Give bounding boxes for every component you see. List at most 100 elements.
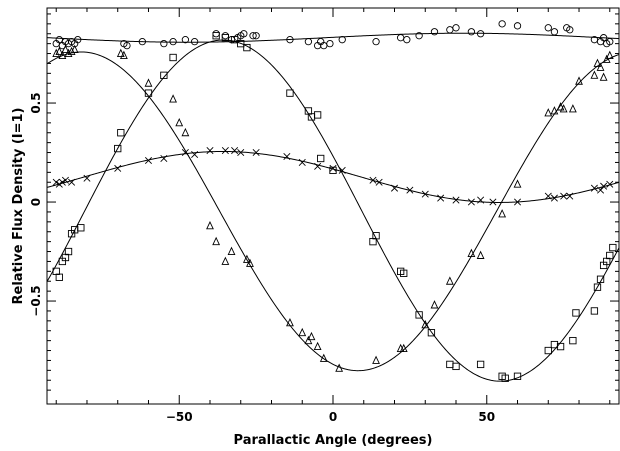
data-point-circle [372, 38, 380, 46]
data-point-square [572, 309, 580, 317]
data-point-cross [298, 158, 306, 166]
data-point-cross [144, 156, 153, 164]
data-point-square [221, 34, 230, 42]
data-point-triangle [175, 117, 184, 127]
data-point-triangle [575, 76, 583, 85]
x-axis-label: Parallactic Angle (degrees) [234, 433, 433, 448]
data-markers [52, 20, 617, 382]
data-point-cross [550, 194, 558, 202]
data-point-triangle [476, 250, 485, 259]
data-point-circle [252, 32, 260, 40]
data-point-circle [513, 22, 522, 30]
data-point-cross [231, 147, 239, 155]
data-point-cross [606, 180, 614, 188]
data-point-square [64, 247, 73, 256]
data-point-cross [489, 198, 497, 206]
data-point-triangle [605, 50, 614, 59]
x-tick-label: −50 [166, 410, 193, 424]
data-point-square [476, 360, 485, 369]
fit-curve-cross [46, 150, 620, 203]
data-point-square [513, 372, 522, 380]
data-point-circle [286, 36, 294, 44]
data-point-circle [476, 30, 485, 38]
data-point-square [609, 243, 617, 252]
data-point-triangle [467, 248, 476, 257]
data-point-triangle [590, 70, 599, 79]
data-point-triangle [596, 62, 605, 71]
data-point-triangle [58, 50, 67, 59]
data-point-square [593, 283, 602, 291]
y-tick-label: −0.5 [29, 285, 43, 316]
data-point-triangle [116, 48, 125, 57]
data-point-triangle [61, 44, 70, 54]
data-point-cross [421, 190, 429, 198]
data-point-cross [160, 154, 168, 162]
data-point-triangle [335, 363, 344, 372]
data-point-cross [600, 182, 608, 190]
data-point-cross [114, 164, 122, 172]
data-point-circle [550, 28, 559, 36]
data-point-cross [206, 147, 214, 155]
data-point-cross [181, 149, 189, 157]
data-point-circle [74, 36, 82, 44]
data-point-cross [590, 184, 598, 192]
data-point-triangle [169, 94, 177, 103]
data-point-circle [467, 28, 476, 36]
data-point-circle [190, 38, 199, 46]
data-point-cross [55, 180, 63, 188]
data-point-triangle [559, 104, 568, 113]
data-point-square [313, 111, 322, 119]
data-point-circle [397, 34, 405, 42]
data-point-circle [403, 36, 411, 44]
data-point-circle [123, 41, 131, 50]
data-point-cross [329, 164, 337, 172]
data-point-cross [390, 184, 399, 192]
x-tick-label: 0 [329, 410, 337, 424]
fit-curve-triangle [46, 51, 620, 372]
data-point-cross [52, 178, 60, 186]
data-point-square [317, 154, 325, 163]
data-point-triangle [119, 50, 128, 59]
data-point-square [415, 311, 423, 319]
data-point-circle [138, 38, 146, 46]
data-point-cross [437, 194, 445, 202]
data-point-cross [467, 198, 475, 206]
data-point-square [144, 89, 153, 97]
data-point-triangle [513, 179, 522, 188]
data-point-cross [252, 149, 260, 157]
data-point-circle [544, 24, 552, 32]
data-point-circle [160, 39, 168, 48]
data-point-square [169, 53, 177, 62]
data-point-triangle [550, 106, 559, 115]
data-point-cross [338, 166, 346, 174]
data-point-triangle [246, 258, 254, 267]
data-point-circle [446, 26, 454, 34]
data-point-circle [415, 32, 423, 40]
data-point-square [501, 374, 509, 382]
data-point-triangle [568, 104, 577, 113]
data-point-circle [452, 24, 460, 32]
data-point-cross [61, 176, 69, 184]
data-point-square [230, 36, 239, 44]
data-point-circle [304, 38, 313, 46]
data-point-square [372, 232, 380, 240]
data-point-triangle [227, 246, 236, 255]
data-point-cross [477, 196, 485, 204]
data-point-square [606, 251, 614, 260]
data-point-cross [597, 186, 605, 194]
data-point-square [77, 224, 85, 232]
data-point-triangle [70, 44, 79, 54]
data-point-square [114, 144, 122, 153]
data-point-triangle [445, 276, 454, 285]
data-point-triangle [221, 256, 230, 265]
data-point-cross [544, 192, 552, 200]
plot-frame [46, 7, 620, 405]
data-point-cross [314, 162, 322, 170]
x-tick-label: 50 [478, 410, 495, 424]
data-point-circle [566, 26, 574, 34]
data-point-circle [212, 30, 220, 38]
y-tick-label: 0.5 [29, 92, 43, 113]
data-point-triangle [144, 78, 153, 87]
data-point-square [369, 237, 377, 246]
data-point-triangle [206, 220, 214, 230]
